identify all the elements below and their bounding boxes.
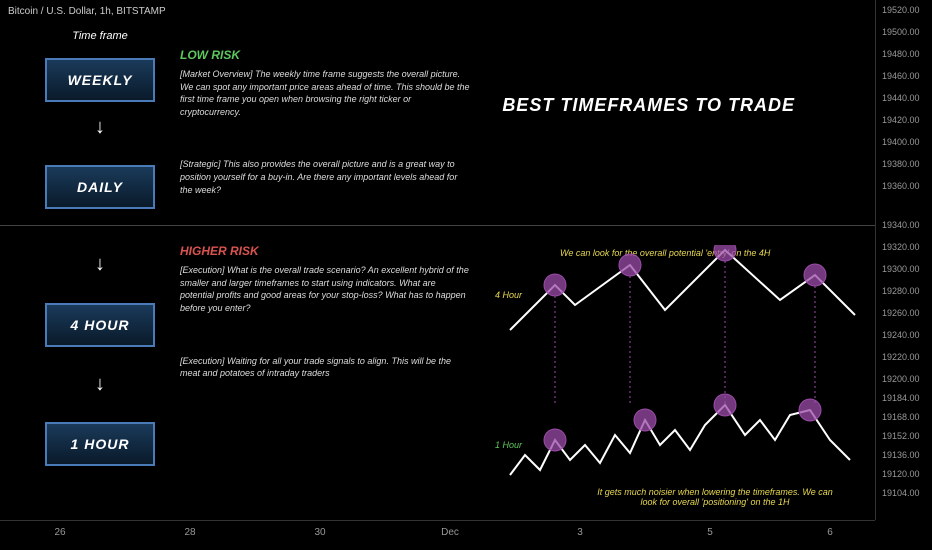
chart-marker xyxy=(544,429,566,451)
y-axis: 19520.00 19500.00 19480.00 19460.00 19440.00… xyxy=(875,0,932,520)
x-tick: Dec xyxy=(441,527,459,538)
y-tick: 19200.00 xyxy=(882,374,920,384)
timeframe-column: Time frame xyxy=(45,30,155,54)
y-tick: 19168.00 xyxy=(882,412,920,422)
daily-description: [Strategic] This also provides the overa… xyxy=(180,158,470,196)
comparison-chart xyxy=(500,245,870,505)
y-tick: 19360.00 xyxy=(882,181,920,191)
timeframe-box-daily: DAILY xyxy=(45,165,155,209)
chart-marker xyxy=(544,274,566,296)
y-tick: 19520.00 xyxy=(882,5,920,15)
chart-marker xyxy=(804,264,826,286)
high-risk-label: HIGHER RISK xyxy=(180,244,470,258)
y-tick: 19240.00 xyxy=(882,330,920,340)
x-tick: 26 xyxy=(54,527,65,538)
y-tick: 19152.00 xyxy=(882,431,920,441)
4hour-description: [Execution] What is the overall trade sc… xyxy=(180,264,470,314)
y-tick: 19400.00 xyxy=(882,137,920,147)
chart-marker xyxy=(619,254,641,276)
chart-marker xyxy=(714,394,736,416)
y-tick: 19260.00 xyxy=(882,308,920,318)
y-tick: 19300.00 xyxy=(882,264,920,274)
chart-area: Time frame WEEKLY ↓ DAILY ↓ 4 HOUR ↓ 1 H… xyxy=(0,0,875,520)
y-tick: 19184.00 xyxy=(882,393,920,403)
low-risk-label: LOW RISK xyxy=(180,48,470,62)
y-tick: 19480.00 xyxy=(882,49,920,59)
timeframe-header: Time frame xyxy=(45,30,155,42)
timeframe-box-1hour: 1 HOUR xyxy=(45,422,155,466)
description-column: LOW RISK [Market Overview] The weekly ti… xyxy=(180,48,470,380)
x-tick: 28 xyxy=(184,527,195,538)
y-tick: 19320.00 xyxy=(882,242,920,252)
x-tick: 6 xyxy=(827,527,833,538)
arrow-down-icon: ↓ xyxy=(45,365,155,404)
arrow-down-icon: ↓ xyxy=(45,108,155,147)
y-tick: 19280.00 xyxy=(882,286,920,296)
y-tick: 19220.00 xyxy=(882,352,920,362)
main-title: BEST TIMEFRAMES TO TRADE xyxy=(502,95,795,116)
arrow-down-icon: ↓ xyxy=(45,245,155,284)
chart-marker xyxy=(799,399,821,421)
weekly-description: [Market Overview] The weekly time frame … xyxy=(180,68,470,118)
x-tick: 5 xyxy=(707,527,713,538)
y-tick: 19104.00 xyxy=(882,488,920,498)
1hour-description: [Execution] Waiting for all your trade s… xyxy=(180,355,470,380)
x-axis: 26 28 30 Dec 3 5 6 xyxy=(0,520,875,550)
y-tick: 19120.00 xyxy=(882,469,920,479)
y-tick: 19440.00 xyxy=(882,93,920,103)
timeframe-box-weekly: WEEKLY xyxy=(45,58,155,102)
y-tick: 19340.00 xyxy=(882,220,920,230)
timeframe-box-4hour: 4 HOUR xyxy=(45,303,155,347)
y-tick: 19420.00 xyxy=(882,115,920,125)
x-tick: 3 xyxy=(577,527,583,538)
y-tick: 19136.00 xyxy=(882,450,920,460)
y-tick: 19460.00 xyxy=(882,71,920,81)
x-tick: 30 xyxy=(314,527,325,538)
chart-marker xyxy=(634,409,656,431)
y-tick: 19380.00 xyxy=(882,159,920,169)
y-tick: 19500.00 xyxy=(882,27,920,37)
